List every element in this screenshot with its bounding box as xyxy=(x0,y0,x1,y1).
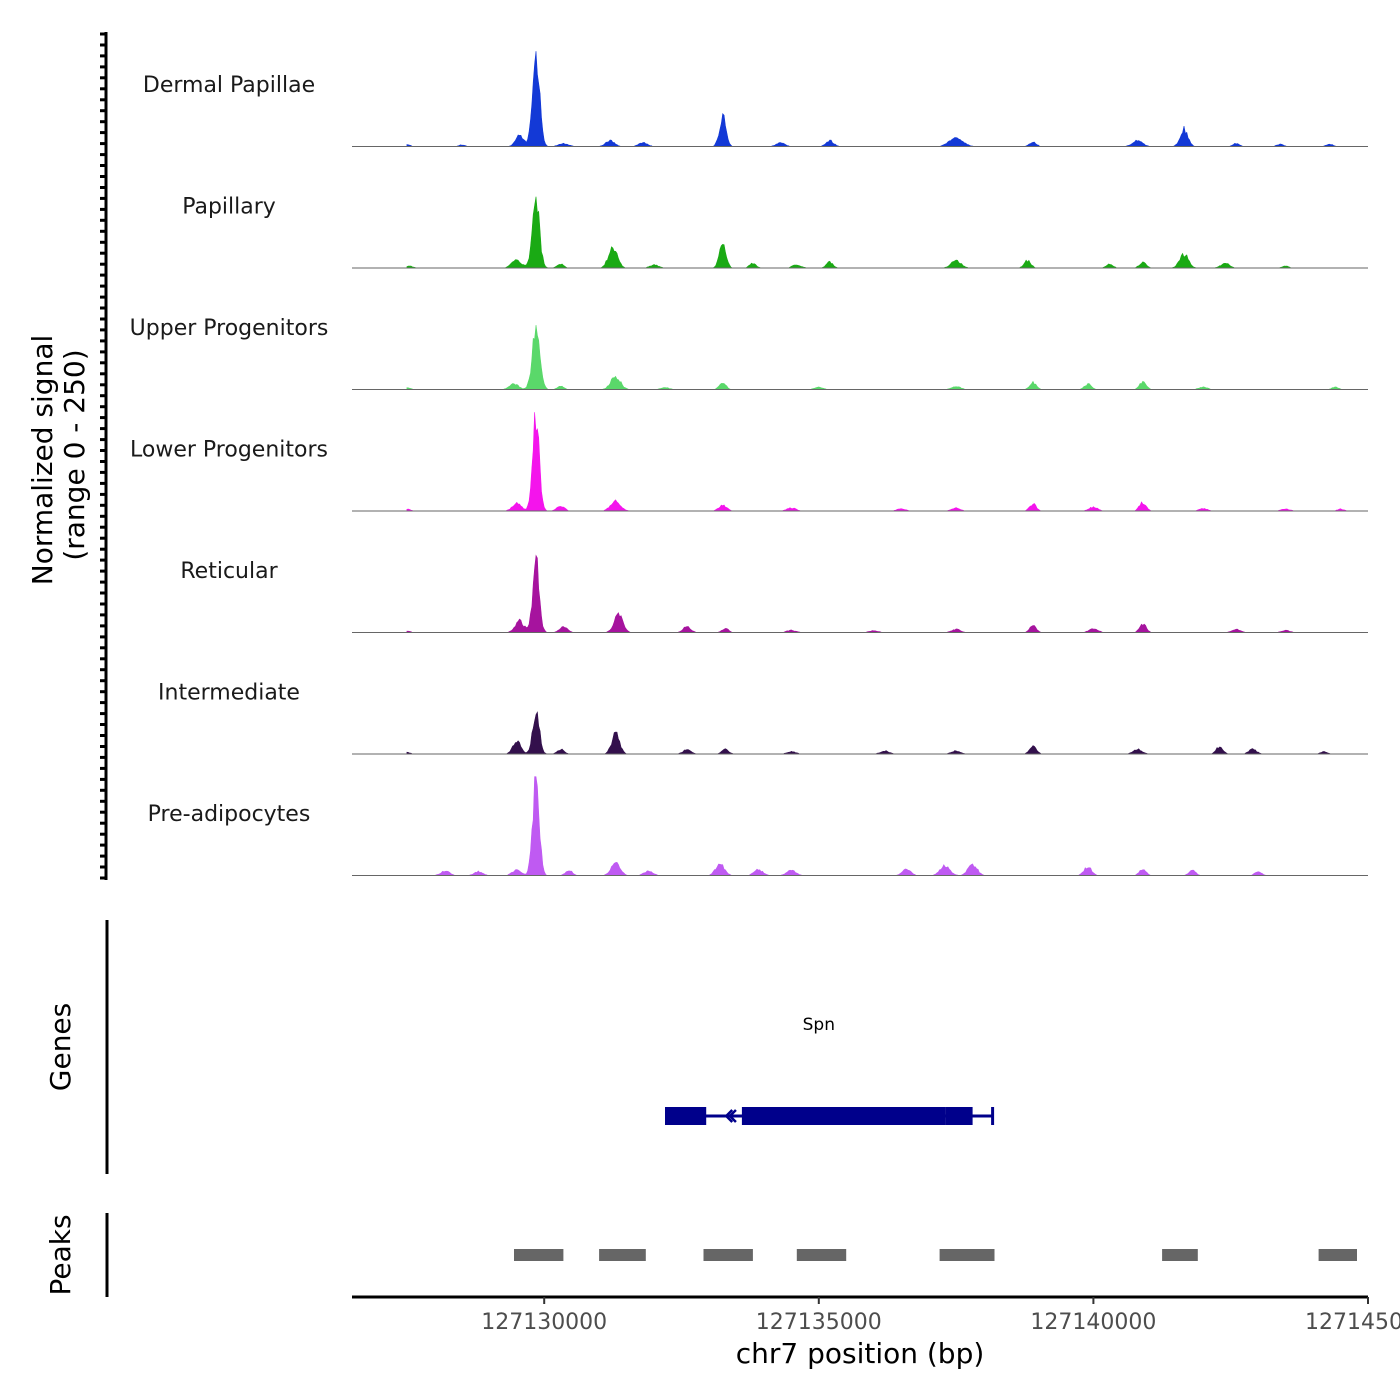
x-tick-label: 127145000 xyxy=(1305,1310,1400,1335)
signal-area xyxy=(406,554,1357,633)
track-reticular: Reticular xyxy=(180,554,1368,633)
signal-tracks: Dermal Papillae Papillary Upper Progenitor… xyxy=(130,51,1368,876)
x-tick-label: 127135000 xyxy=(756,1310,882,1335)
signal-area xyxy=(406,196,1357,269)
gene-label: Spn xyxy=(803,1015,835,1035)
track-upper-progenitors: Upper Progenitors xyxy=(130,316,1368,390)
genes-track-title: Genes xyxy=(44,1003,77,1091)
signal-area xyxy=(406,711,1357,755)
x-tick-label: 127140000 xyxy=(1030,1310,1156,1335)
track-label: Papillary xyxy=(182,195,276,220)
track-label: Reticular xyxy=(180,559,278,584)
peak-region xyxy=(939,1249,995,1261)
track-label: Dermal Papillae xyxy=(143,73,315,98)
strand-arrow xyxy=(724,1109,734,1123)
track-lower-progenitors: Lower Progenitors xyxy=(130,412,1368,512)
strand-arrow xyxy=(728,1109,737,1123)
gene-utr xyxy=(945,1107,973,1125)
x-axis-title: chr7 position (bp) xyxy=(736,1337,985,1370)
track-label: Lower Progenitors xyxy=(130,438,328,463)
signal-area xyxy=(406,776,1357,876)
track-dermal-papillae: Dermal Papillae xyxy=(143,51,1368,147)
y-axis-subtitle: (range 0 - 250) xyxy=(58,349,91,560)
gene-spn: Spn xyxy=(665,1015,995,1125)
track-papillary: Papillary xyxy=(182,195,1368,269)
peak-region xyxy=(599,1249,646,1261)
signal-area xyxy=(406,51,1357,147)
signal-area xyxy=(406,325,1357,390)
peaks-track-title: Peaks xyxy=(44,1214,77,1295)
peak-region xyxy=(703,1249,753,1261)
track-label: Intermediate xyxy=(158,681,300,706)
track-pre-adipocytes: Pre-adipocytes xyxy=(148,776,1368,876)
track-label: Pre-adipocytes xyxy=(148,802,311,827)
gene-exon xyxy=(665,1107,707,1125)
signal-area xyxy=(406,412,1357,512)
signal-y-axis xyxy=(100,32,108,880)
peaks-track xyxy=(514,1249,1357,1261)
x-axis-ticks: 127130000 127135000 127140000 127145000 xyxy=(481,1297,1400,1335)
peak-region xyxy=(1162,1249,1198,1261)
track-label: Upper Progenitors xyxy=(130,316,329,341)
peak-region xyxy=(514,1249,564,1261)
x-tick-label: 127130000 xyxy=(481,1310,607,1335)
peak-region xyxy=(796,1249,847,1261)
peak-region xyxy=(1318,1249,1357,1261)
gene-exon xyxy=(741,1107,946,1125)
track-intermediate: Intermediate xyxy=(158,681,1368,755)
genes-track: Spn xyxy=(665,1015,995,1125)
y-axis-title: Normalized signal xyxy=(26,335,59,586)
